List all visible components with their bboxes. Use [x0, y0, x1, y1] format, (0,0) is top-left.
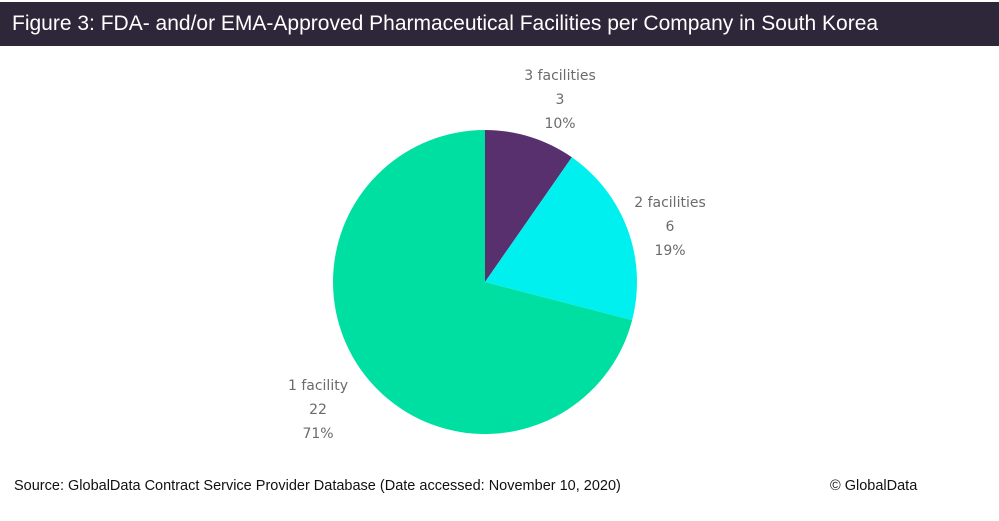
pie-slice-1: [485, 130, 572, 282]
slice-percent: 19%: [654, 243, 685, 259]
source-note: Source: GlobalData Contract Service Prov…: [14, 478, 621, 494]
slice-label: 2 facilities: [634, 195, 706, 211]
slice-percent: 71%: [302, 426, 333, 442]
title-bar: Figure 3: FDA- and/or EMA-Approved Pharm…: [0, 2, 999, 46]
slice-value: 6: [666, 219, 675, 235]
pie-slice-2: [485, 157, 637, 321]
slice-label: 1 facility: [288, 378, 348, 394]
chart-title: Figure 3: FDA- and/or EMA-Approved Pharm…: [12, 12, 879, 35]
slice-percent: 10%: [544, 116, 575, 132]
slice-label: 3 facilities: [524, 68, 596, 84]
copyright: © GlobalData: [830, 478, 918, 494]
slice-value: 22: [309, 402, 327, 418]
slice-value: 3: [556, 92, 565, 108]
pie-slice-3: [333, 130, 633, 435]
